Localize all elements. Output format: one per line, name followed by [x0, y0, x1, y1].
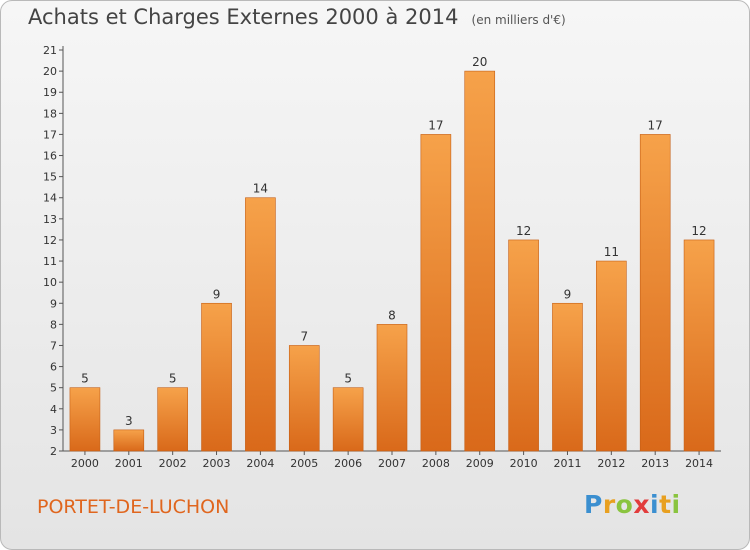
- bar-2014: [683, 239, 715, 452]
- bar-2002: [157, 387, 188, 452]
- logo-letter: x: [633, 490, 650, 519]
- y-tick-label: 18: [43, 107, 57, 120]
- y-tick-label: 6: [50, 361, 57, 374]
- bar-2003: [201, 302, 232, 452]
- bar-2000: [69, 387, 101, 452]
- logo-letter: i: [671, 490, 681, 519]
- data-label-2005: 7: [300, 329, 308, 343]
- title-row: Achats et Charges Externes 2000 à 2014 (…: [28, 5, 566, 29]
- x-tick-label-2000: 2000: [71, 457, 99, 470]
- x-tick-label-2006: 2006: [334, 457, 362, 470]
- logo-letter: o: [615, 490, 634, 519]
- y-tick-label: 10: [43, 276, 57, 289]
- y-tick-label: 11: [43, 255, 57, 268]
- x-tick-label-2004: 2004: [246, 457, 274, 470]
- x-tick-label-2013: 2013: [641, 457, 669, 470]
- bar-2012: [596, 260, 627, 452]
- logo-letter: t: [659, 490, 672, 519]
- data-label-2011: 9: [564, 287, 572, 301]
- y-tick-label: 12: [43, 234, 57, 247]
- data-label-2004: 14: [253, 182, 268, 196]
- x-tick-label-2003: 2003: [203, 457, 231, 470]
- y-tick-label: 8: [50, 318, 57, 331]
- y-tick-label: 4: [50, 403, 57, 416]
- x-tick-label-2012: 2012: [597, 457, 625, 470]
- data-label-2014: 12: [691, 224, 706, 238]
- x-tick-label-2009: 2009: [466, 457, 494, 470]
- data-label-2003: 9: [213, 287, 221, 301]
- y-tick-label: 13: [43, 213, 57, 226]
- bar-2006: [332, 387, 364, 452]
- x-tick-label-2001: 2001: [115, 457, 143, 470]
- proxiti-logo: Proxiti: [584, 490, 681, 519]
- logo-letter: i: [650, 490, 660, 519]
- y-tick-label: 5: [50, 382, 57, 395]
- x-tick-label-2005: 2005: [290, 457, 318, 470]
- data-label-2002: 5: [169, 372, 177, 386]
- bar-2007: [376, 324, 408, 452]
- y-tick-label: 15: [43, 171, 57, 184]
- x-tick-label-2010: 2010: [510, 457, 538, 470]
- data-label-2012: 11: [604, 245, 619, 259]
- chart-labels: 2000 5 2001 3 2002 5 2003 9 2004 14 2005 7 2006 5 2007…: [71, 55, 713, 470]
- x-tick-label-2011: 2011: [553, 457, 581, 470]
- y-tick-label: 17: [43, 128, 57, 141]
- data-label-2009: 20: [472, 55, 487, 69]
- logo-letter: r: [602, 490, 616, 519]
- place-name: PORTET-DE-LUCHON: [37, 496, 230, 518]
- y-tick-label: 16: [43, 150, 57, 163]
- y-tick-label: 7: [50, 339, 57, 352]
- y-tick-label: 19: [43, 86, 57, 99]
- y-tick-label: 3: [50, 424, 57, 437]
- y-tick-label: 9: [50, 297, 57, 310]
- logo-letter: P: [584, 490, 603, 519]
- x-tick-label-2007: 2007: [378, 457, 406, 470]
- bar-2013: [639, 134, 671, 452]
- data-label-2006: 5: [344, 372, 352, 386]
- y-tick-label: 21: [43, 44, 57, 57]
- data-label-2013: 17: [648, 118, 663, 132]
- bar-2008: [420, 134, 452, 452]
- y-tick-label: 2: [50, 445, 57, 458]
- bar-2010: [508, 239, 539, 452]
- data-label-2001: 3: [125, 414, 133, 428]
- bar-2001: [113, 429, 145, 452]
- data-label-2010: 12: [516, 224, 531, 238]
- x-tick-label-2014: 2014: [685, 457, 713, 470]
- y-tick-label: 14: [43, 192, 57, 205]
- data-label-2000: 5: [81, 372, 89, 386]
- x-tick-label-2008: 2008: [422, 457, 450, 470]
- bar-2009: [464, 70, 496, 452]
- data-label-2008: 17: [428, 118, 443, 132]
- data-label-2007: 8: [388, 308, 396, 322]
- chart-subtitle: (en milliers d'€): [471, 13, 566, 27]
- bar-2004: [245, 197, 276, 452]
- y-tick-label: 20: [43, 65, 57, 78]
- chart-bars: [69, 70, 715, 452]
- chart-title: Achats et Charges Externes 2000 à 2014: [28, 5, 459, 29]
- bar-2011: [552, 302, 583, 452]
- x-tick-label-2002: 2002: [159, 457, 187, 470]
- bar-2005: [288, 345, 320, 452]
